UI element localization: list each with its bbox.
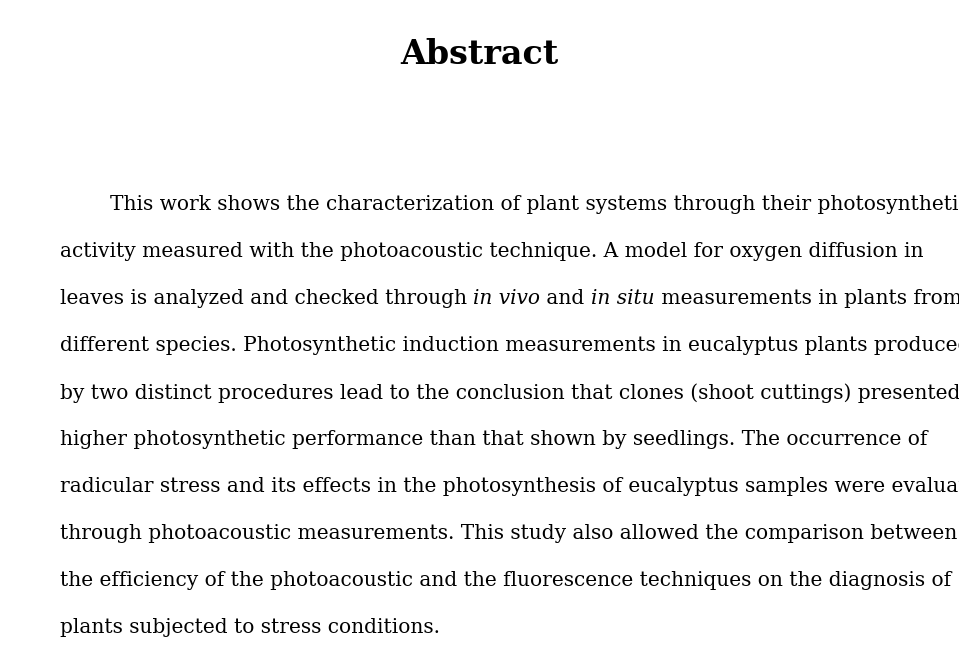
Text: in situ: in situ	[591, 289, 655, 308]
Text: the efficiency of the photoacoustic and the fluorescence techniques on the diagn: the efficiency of the photoacoustic and …	[60, 571, 951, 590]
Text: plants subjected to stress conditions.: plants subjected to stress conditions.	[60, 618, 440, 637]
Text: leaves is analyzed and checked through: leaves is analyzed and checked through	[60, 289, 474, 308]
Text: measurements in plants from: measurements in plants from	[655, 289, 959, 308]
Text: higher photosynthetic performance than that shown by seedlings. The occurrence o: higher photosynthetic performance than t…	[60, 430, 927, 449]
Text: radicular stress and its effects in the photosynthesis of eucalyptus samples wer: radicular stress and its effects in the …	[60, 477, 959, 496]
Text: by two distinct procedures lead to the conclusion that clones (shoot cuttings) p: by two distinct procedures lead to the c…	[60, 383, 959, 403]
Text: Abstract: Abstract	[400, 38, 559, 71]
Text: activity measured with the photoacoustic technique. A model for oxygen diffusion: activity measured with the photoacoustic…	[60, 242, 924, 261]
Text: This work shows the characterization of plant systems through their photosynthet: This work shows the characterization of …	[110, 195, 959, 214]
Text: and: and	[540, 289, 591, 308]
Text: different species. Photosynthetic induction measurements in eucalyptus plants pr: different species. Photosynthetic induct…	[60, 336, 959, 355]
Text: in vivo: in vivo	[474, 289, 540, 308]
Text: through photoacoustic measurements. This study also allowed the comparison betwe: through photoacoustic measurements. This…	[60, 524, 957, 543]
